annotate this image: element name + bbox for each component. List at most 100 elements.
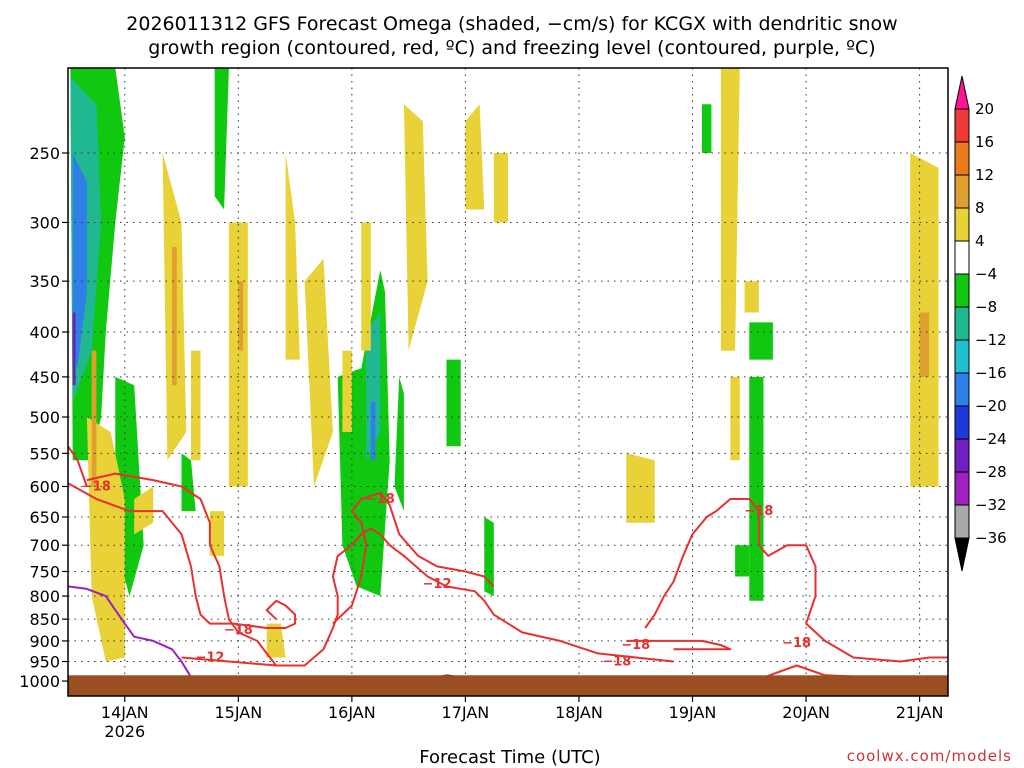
omega-region-9-10	[361, 222, 371, 351]
contour-label-5: −18	[621, 638, 650, 653]
omega-region-8-3	[702, 104, 712, 153]
colorbar-label-13: −36	[975, 529, 1007, 547]
y-tick-label-900: 900	[29, 632, 60, 651]
dendritic-contour-2	[181, 527, 674, 667]
omega-region-9-7	[285, 153, 300, 360]
omega-region-8-5	[749, 376, 764, 601]
plot-frame	[67, 67, 949, 697]
x-tick-label-20JAN: 20JAN	[782, 703, 830, 722]
colorbar-swatch-12	[954, 471, 970, 506]
omega-region-4-1	[181, 453, 196, 512]
omega-region-4-2	[214, 68, 229, 210]
omega-region-9-16	[744, 281, 759, 313]
colorbar-cap-bottom	[954, 537, 970, 572]
y-tick-label-300: 300	[29, 213, 60, 232]
omega-region-8-0	[394, 376, 404, 512]
freezing-level-contour-8	[67, 585, 192, 678]
omega-region-9-15	[720, 68, 740, 351]
omega-region-9-4	[209, 511, 225, 556]
colorbar-swatch-1	[954, 108, 970, 143]
omega-region-2-0	[72, 153, 87, 369]
y-tick-label-500: 500	[29, 408, 60, 427]
colorbar-swatch-6	[954, 273, 970, 308]
y-tick-label-400: 400	[29, 323, 60, 342]
omega-region-9-9	[342, 350, 352, 432]
colorbar-label-11: −28	[975, 463, 1007, 481]
y-axis: 250 300 350 400 450 500 550 600 650 700 750 800 850 9…	[19, 144, 68, 691]
contour-label-2: −12	[195, 650, 224, 665]
contour-layer	[67, 445, 949, 683]
omega-region-8-1	[446, 359, 461, 447]
omega-region-8-4	[749, 322, 773, 360]
x-tick-label-21JAN: 21JAN	[896, 703, 944, 722]
omega-region-9-12	[465, 104, 485, 210]
y-tick-label-250: 250	[29, 144, 60, 163]
x-tick-sublabel-14JAN: 2026	[104, 722, 145, 741]
contour-label-7: −18	[744, 504, 773, 519]
x-tick-label-17JAN: 17JAN	[442, 703, 490, 722]
y-tick-label-600: 600	[29, 477, 60, 496]
x-tick-label-14JAN: 14JAN	[101, 703, 149, 722]
colorbar-swatch-3	[954, 174, 970, 209]
colorbar-label-0: 20	[975, 100, 994, 118]
chart-title-line2: growth region (contoured, red, ºC) and f…	[148, 37, 875, 59]
colorbar-label-6: −8	[975, 298, 997, 316]
terrain-fill	[68, 675, 948, 696]
colorbar-label-2: 12	[975, 166, 994, 184]
credit-text: coolwx.com/models	[847, 747, 1012, 765]
y-tick-label-800: 800	[29, 587, 60, 606]
colorbar-label-8: −16	[975, 364, 1007, 382]
omega-region-8-2	[484, 517, 494, 597]
colorbar-label-5: −4	[975, 265, 997, 283]
y-tick-label-750: 750	[29, 562, 60, 581]
contour-label-8: −18	[782, 636, 811, 651]
x-tick-label-19JAN: 19JAN	[669, 703, 717, 722]
x-tick-label-15JAN: 15JAN	[214, 703, 262, 722]
x-tick-label-16JAN: 16JAN	[328, 703, 376, 722]
chart-title-line1: 2026011312 GFS Forecast Omega (shaded, −…	[126, 13, 897, 35]
colorbar-label-3: 8	[975, 199, 985, 217]
y-tick-label-450: 450	[29, 368, 60, 387]
colorbar-label-4: 4	[975, 232, 985, 250]
contour-label-4: −12	[423, 577, 452, 592]
colorbar-swatch-10	[954, 405, 970, 440]
dendritic-contour-0	[67, 482, 297, 629]
y-tick-label-350: 350	[29, 272, 60, 291]
colorbar: 20 16 12 8 4 −4 −8 −12 −16 −20 −24 −28 −32 −36	[954, 75, 1007, 572]
colorbar-swatch-9	[954, 372, 970, 407]
y-tick-label-850: 850	[29, 610, 60, 629]
dendritic-contour-1	[86, 472, 277, 667]
y-tick-label-650: 650	[29, 508, 60, 527]
contour-label-1: −18	[224, 623, 253, 638]
omega-region-3-0	[72, 312, 76, 386]
dendritic-contour-3	[67, 445, 88, 487]
contour-label-3: −18	[366, 492, 395, 507]
contour-label-6: −18	[602, 655, 631, 670]
y-tick-label-950: 950	[29, 653, 60, 672]
colorbar-label-1: 16	[975, 133, 994, 151]
dendritic-contour-4	[332, 491, 495, 625]
x-axis-label: Forecast Time (UTC)	[419, 747, 600, 768]
omega-region-9-3	[191, 350, 201, 461]
colorbar-label-7: −12	[975, 331, 1007, 349]
omega-region-9-11	[403, 104, 428, 351]
colorbar-swatch-8	[954, 339, 970, 374]
colorbar-label-9: −20	[975, 397, 1007, 415]
grid-lines	[68, 68, 948, 696]
contour-label-layer: −18−18−12−18−12−18−18−18−18	[82, 479, 811, 669]
colorbar-swatch-5	[954, 240, 970, 275]
colorbar-label-10: −24	[975, 430, 1007, 448]
colorbar-swatch-7	[954, 306, 970, 341]
omega-region-10-3	[919, 312, 930, 377]
y-tick-label-700: 700	[29, 536, 60, 555]
dendritic-contour-5	[644, 498, 948, 663]
dendritic-contour-6	[626, 639, 732, 651]
terrain-layer	[68, 675, 948, 696]
omega-region-10-0	[91, 350, 97, 487]
colorbar-swatch-2	[954, 141, 970, 176]
omega-region-9-13	[493, 153, 508, 223]
omega-region-9-8	[304, 258, 333, 487]
colorbar-swatch-4	[954, 207, 970, 242]
